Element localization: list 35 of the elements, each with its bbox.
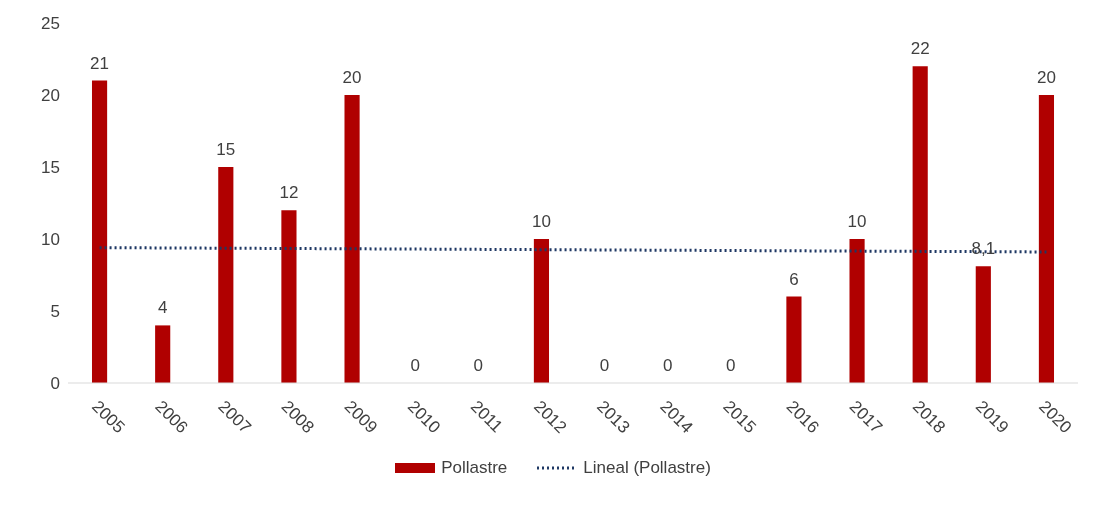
y-tick-label: 5 (50, 302, 60, 322)
bar (344, 95, 360, 383)
data-label: 12 (279, 183, 299, 203)
bar (849, 239, 865, 383)
bar (155, 325, 171, 383)
data-label: 20 (1036, 68, 1056, 87)
data-label: 4 (157, 298, 168, 318)
bar (281, 210, 297, 383)
bar (533, 239, 550, 383)
data-label: 8,1 (971, 239, 996, 259)
bar (786, 296, 802, 383)
bar (975, 266, 991, 383)
y-tick-label: 25 (41, 14, 60, 34)
y-tick-label: 20 (41, 86, 60, 106)
data-label: 10 (531, 212, 551, 231)
data-label: 21 (90, 53, 110, 73)
data-label: 15 (216, 140, 236, 159)
bar (912, 66, 928, 383)
y-tick-label: 0 (50, 374, 60, 394)
bar (91, 80, 108, 383)
data-label: 0 (726, 356, 736, 375)
data-label: 20 (342, 68, 362, 87)
legend-label: Pollastre (440, 458, 508, 478)
bar (218, 167, 234, 383)
data-label: 0 (410, 356, 420, 375)
bar (1038, 95, 1055, 383)
data-label: 0 (662, 356, 673, 375)
data-label: 10 (847, 212, 867, 231)
data-label: 22 (910, 39, 930, 59)
data-label: 0 (473, 356, 484, 375)
data-label: 0 (599, 356, 610, 375)
legend-label: Lineal (Pollastre) (582, 458, 711, 478)
data-label: 6 (789, 269, 799, 289)
y-tick-label: 15 (41, 158, 60, 178)
y-tick-label: 10 (41, 230, 60, 250)
